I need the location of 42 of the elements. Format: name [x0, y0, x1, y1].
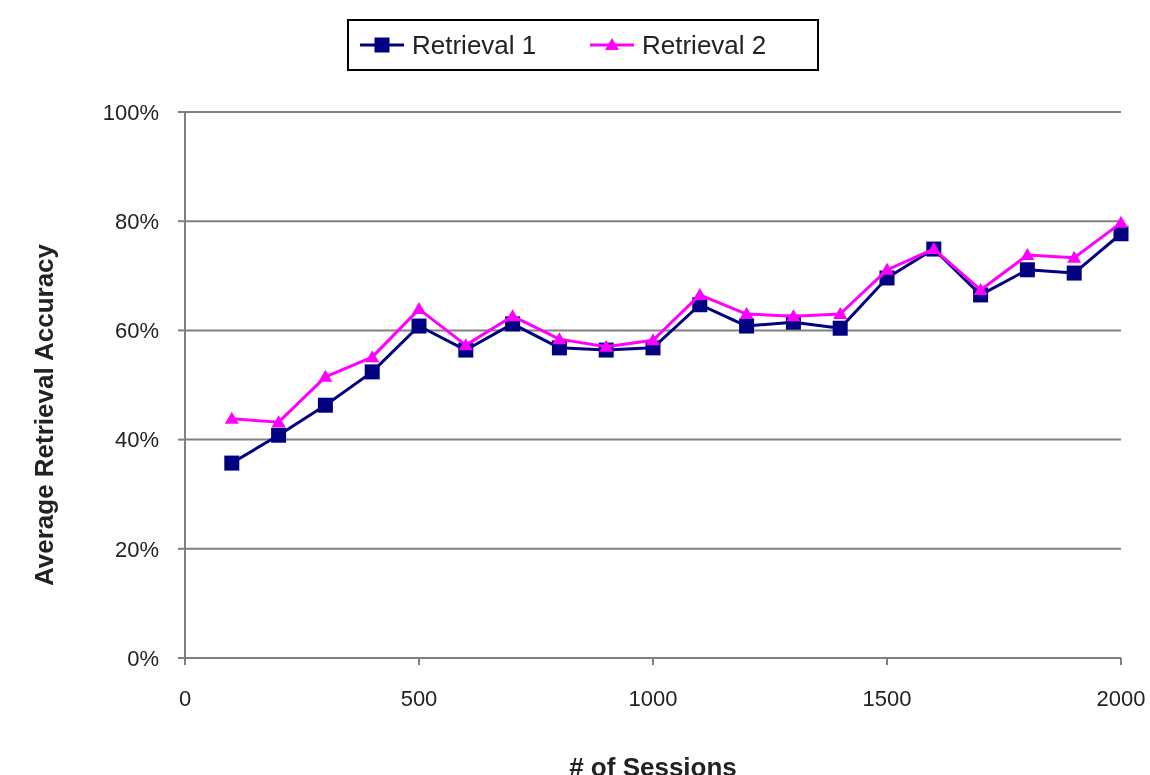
- legend-label: Retrieval 1: [412, 30, 537, 61]
- y-tick-label: 0%: [127, 645, 159, 671]
- y-tick-label: 80%: [114, 208, 159, 234]
- x-tick-label: 1000: [628, 686, 678, 711]
- x-tick-label: 500: [400, 686, 438, 711]
- point: [1114, 215, 1128, 228]
- y-tick-label: 100%: [102, 99, 159, 125]
- x-tick-label: 0: [178, 686, 192, 711]
- point: [646, 333, 660, 346]
- point: [271, 427, 287, 443]
- point: [458, 338, 473, 351]
- point: [365, 350, 380, 363]
- y-axis-title: Average Retrieval Accuracy: [29, 243, 59, 587]
- point: [412, 302, 426, 315]
- y-tick-label: 60%: [114, 318, 159, 344]
- legend-label: Retrieval 2: [642, 30, 767, 61]
- point: [1067, 250, 1082, 263]
- point: [832, 320, 848, 336]
- point: [317, 397, 333, 413]
- y-tick-label: 20%: [114, 536, 159, 562]
- y-tick-label: 40%: [114, 427, 159, 453]
- point: [880, 262, 894, 275]
- point: [833, 307, 848, 320]
- point: [1019, 262, 1035, 278]
- point: [224, 411, 239, 424]
- point: [1020, 248, 1035, 261]
- point: [973, 283, 988, 295]
- point: [786, 309, 801, 322]
- point: [552, 332, 567, 345]
- point: [599, 339, 614, 352]
- x-tick-label: 2000: [1096, 686, 1146, 711]
- point: [411, 318, 427, 334]
- point: [1066, 265, 1082, 281]
- point: [739, 318, 755, 334]
- point: [364, 364, 380, 380]
- point: [224, 455, 240, 471]
- point: [271, 415, 286, 428]
- point: [505, 309, 520, 322]
- point: [692, 287, 707, 300]
- point: [739, 307, 754, 320]
- x-tick-label: 1500: [862, 686, 912, 711]
- point: [318, 369, 333, 382]
